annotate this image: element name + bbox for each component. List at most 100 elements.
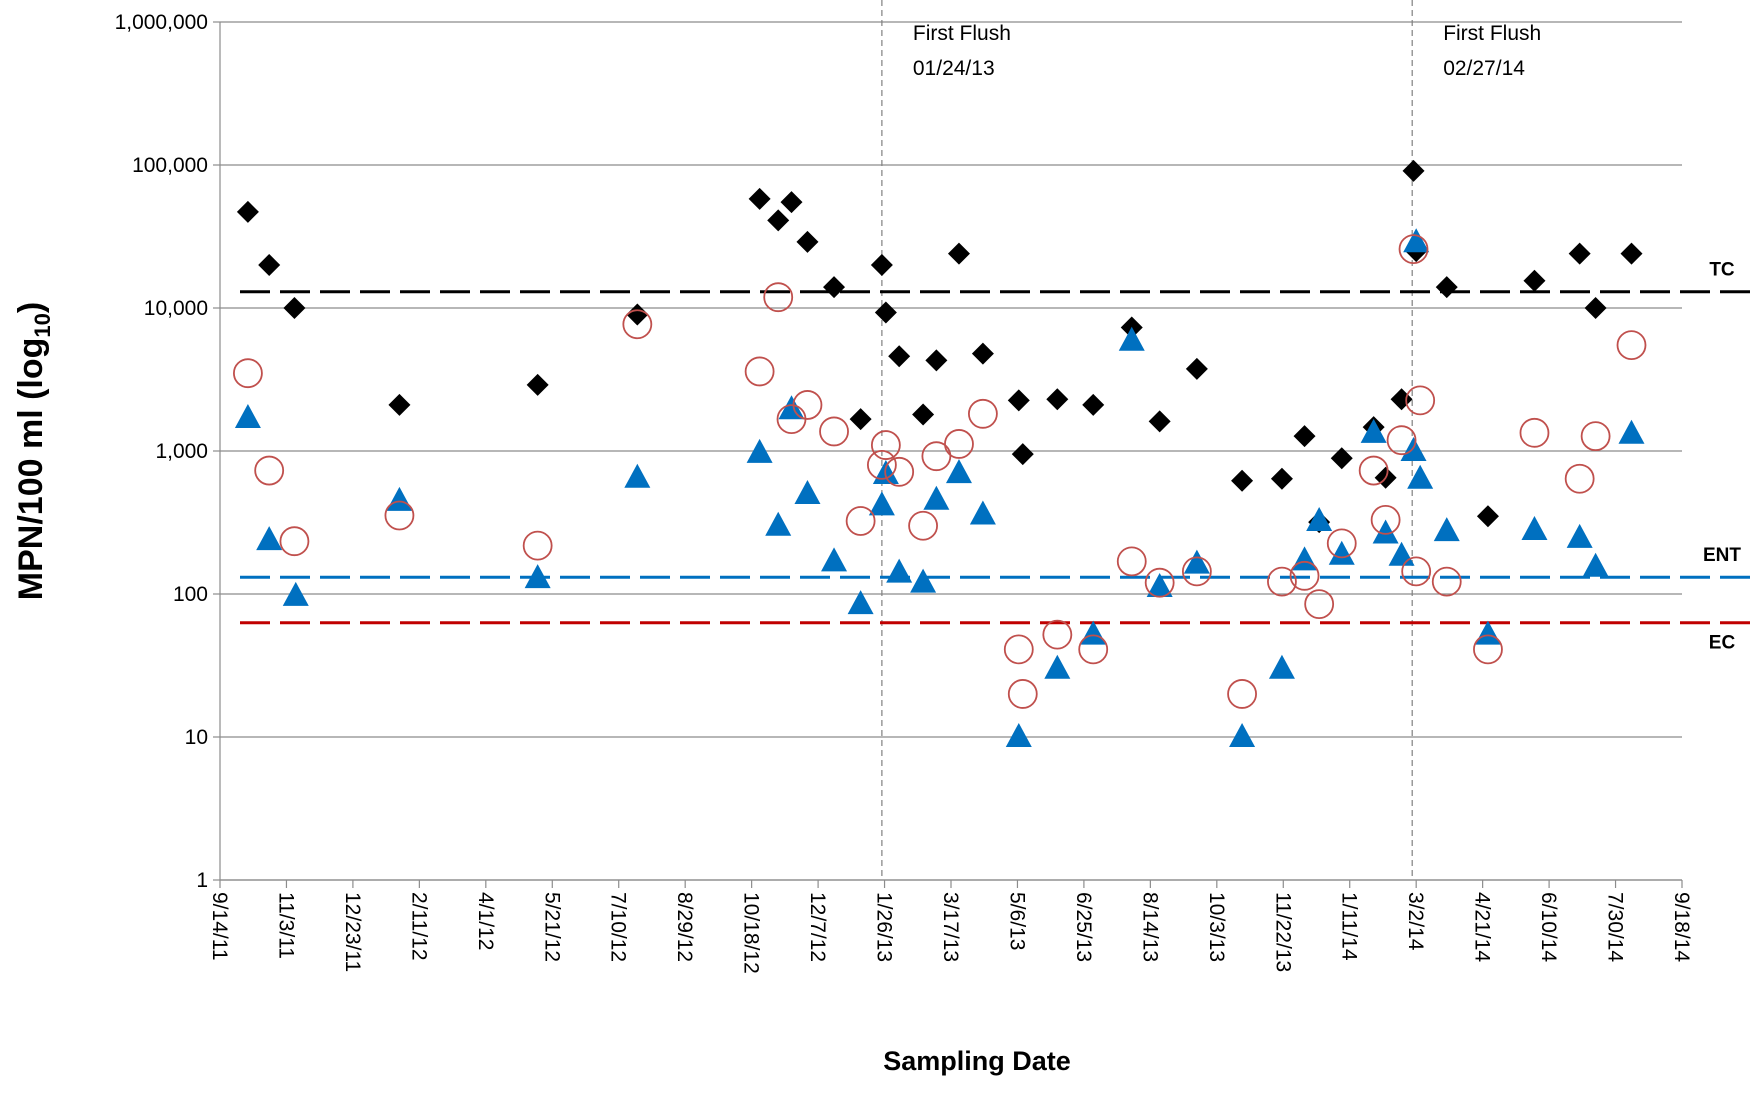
circle-marker (1473, 634, 1503, 665)
annotation-text: 02/27/14 (1443, 57, 1525, 80)
x-tick-label: 6/10/14 (1537, 892, 1560, 962)
x-tick-label: 9/14/11 (208, 892, 231, 961)
circle-marker (279, 526, 310, 557)
triangle-marker (1328, 540, 1355, 565)
circle-marker (944, 429, 974, 459)
y-tick-label: 100 (173, 583, 208, 606)
triangle-marker (1566, 523, 1593, 548)
triangle-marker (794, 480, 821, 505)
diamond-marker (767, 209, 790, 232)
annotation-text: First Flush (1443, 22, 1541, 45)
x-tick-label: 3/17/13 (939, 892, 962, 962)
diamond-marker (1148, 410, 1171, 433)
circle-marker (1580, 421, 1611, 452)
diamond-marker (388, 393, 411, 416)
triangle-marker (1360, 418, 1387, 443)
diamond-marker (823, 276, 846, 299)
triangle-marker (1183, 549, 1210, 574)
circle-marker (1358, 455, 1389, 486)
circle-marker (908, 510, 938, 541)
circle-marker (384, 500, 415, 531)
diamond-marker (1231, 469, 1254, 492)
diamond-marker (780, 191, 803, 214)
y-axis-title-end: ) (12, 302, 50, 313)
circle-marker (967, 398, 998, 429)
annotation-text: First Flush (913, 22, 1011, 45)
diamond-marker (796, 230, 819, 253)
circle-marker (1326, 528, 1357, 559)
x-tick-label: 8/14/13 (1138, 892, 1161, 962)
triangle-marker (1229, 723, 1256, 747)
circle-marker (1078, 634, 1109, 665)
x-tick-label: 4/21/14 (1471, 892, 1494, 962)
triangle-marker (1618, 419, 1645, 444)
triangle-marker (765, 511, 792, 536)
triangle-marker (778, 395, 805, 420)
circle-marker (1431, 566, 1462, 597)
diamond-marker (925, 349, 948, 372)
circle-marker (866, 449, 897, 480)
triangle-marker (969, 500, 996, 525)
diamond-marker (947, 242, 970, 265)
x-tick-label: 4/1/12 (474, 892, 497, 950)
diamond-marker (849, 408, 872, 431)
circle-marker (622, 309, 653, 340)
circle-marker (1007, 679, 1038, 709)
circle-marker (819, 416, 849, 447)
diamond-marker (1046, 388, 1069, 411)
x-tick-label: 9/18/14 (1670, 892, 1693, 962)
x-tick-label: 7/30/14 (1604, 892, 1627, 962)
diamond-marker (626, 303, 649, 326)
circle-marker (792, 390, 823, 420)
diamond-marker (1584, 297, 1607, 319)
annotation-text: 01/24/13 (913, 57, 995, 80)
triangle-marker (1306, 506, 1333, 531)
triangle-marker (1403, 228, 1430, 253)
diamond-marker (1435, 276, 1458, 299)
triangle-marker (1407, 464, 1434, 489)
x-tick-label: 10/18/12 (740, 892, 763, 974)
x-tick-label: 3/2/14 (1404, 892, 1427, 951)
x-tick-label: 11/3/11 (274, 892, 297, 959)
diamond-marker (971, 342, 994, 365)
triangle-marker (524, 564, 551, 589)
diamond-marker (1270, 467, 1293, 490)
threshold-label: ENT (1703, 545, 1741, 566)
circle-marker (763, 282, 794, 313)
circle-marker (1386, 425, 1417, 456)
y-axis-title-main: MPN/100 ml (log (12, 338, 50, 601)
x-tick-label: 7/10/12 (607, 892, 630, 962)
triangle-marker (1521, 516, 1548, 541)
triangle-marker (1372, 519, 1399, 544)
triangle-marker (868, 491, 895, 516)
triangle-marker (1146, 572, 1173, 597)
x-tick-label: 12/7/12 (806, 892, 829, 962)
triangle-marker (945, 459, 972, 484)
x-tick-label: 5/21/12 (540, 892, 563, 962)
x-tick-label: 6/25/13 (1072, 892, 1095, 962)
x-tick-label: 8/29/12 (673, 892, 696, 962)
diamond-marker (1293, 425, 1316, 448)
diamond-marker (1007, 389, 1030, 412)
x-tick-label: 11/22/13 (1271, 892, 1294, 972)
x-tick-label: 2/11/12 (407, 892, 430, 961)
triangle-marker (1474, 620, 1501, 645)
triangle-marker (1044, 654, 1071, 679)
diamond-marker (1330, 447, 1353, 470)
y-tick-label: 1 (196, 869, 208, 892)
circle-marker (1227, 679, 1257, 709)
triangle-marker (910, 568, 937, 593)
circle-marker (1401, 556, 1432, 587)
y-axis-title-sub: 10 (30, 313, 55, 337)
triangle-marker (847, 590, 874, 615)
circle-marker (1370, 504, 1401, 535)
circle-marker (1116, 546, 1147, 577)
circle-marker (1181, 556, 1212, 587)
circle-marker (921, 441, 952, 472)
circle-marker (744, 356, 775, 387)
diamond-marker (874, 301, 897, 324)
triangle-marker (1268, 654, 1295, 679)
circle-marker (233, 358, 263, 389)
circle-marker (1564, 463, 1595, 494)
